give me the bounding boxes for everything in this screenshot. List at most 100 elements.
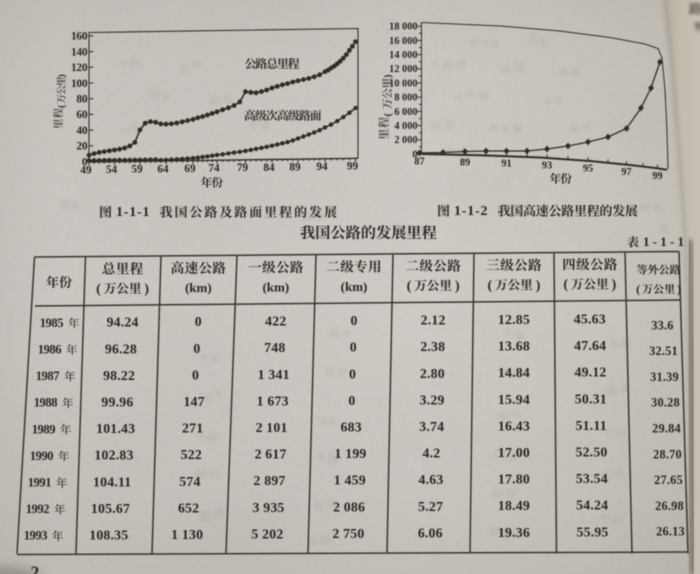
svg-text:0: 0 bbox=[195, 314, 202, 329]
svg-text:89: 89 bbox=[460, 157, 470, 168]
svg-text:26.13: 26.13 bbox=[656, 525, 685, 539]
svg-text:99: 99 bbox=[347, 161, 359, 173]
svg-text:271: 271 bbox=[182, 421, 203, 436]
svg-text:94.24: 94.24 bbox=[107, 315, 139, 330]
svg-text:4 000: 4 000 bbox=[394, 121, 417, 132]
svg-text:0: 0 bbox=[192, 367, 199, 382]
svg-text:(km): (km) bbox=[185, 280, 212, 295]
svg-text:10 000: 10 000 bbox=[389, 78, 417, 89]
svg-text:26.98: 26.98 bbox=[655, 499, 684, 513]
svg-text:): ) bbox=[57, 74, 68, 77]
svg-text:95: 95 bbox=[583, 163, 593, 174]
svg-text:54: 54 bbox=[106, 164, 118, 176]
svg-text:12 000: 12 000 bbox=[389, 64, 417, 75]
svg-text:74: 74 bbox=[208, 163, 220, 175]
svg-text:2.38: 2.38 bbox=[420, 339, 445, 354]
svg-text:47.64: 47.64 bbox=[574, 338, 606, 353]
svg-text:147: 147 bbox=[183, 394, 204, 409]
svg-text:1990: 1990 bbox=[30, 449, 54, 463]
svg-text:2.80: 2.80 bbox=[420, 366, 445, 381]
svg-text:5.27: 5.27 bbox=[418, 499, 443, 514]
svg-text:8 000: 8 000 bbox=[394, 93, 417, 104]
svg-text:60: 60 bbox=[76, 109, 87, 121]
svg-text:2 750: 2 750 bbox=[332, 526, 364, 541]
svg-text:53.54: 53.54 bbox=[576, 471, 608, 486]
svg-text:1 673: 1 673 bbox=[257, 393, 289, 408]
svg-text:5 202: 5 202 bbox=[251, 526, 283, 541]
svg-text:(: ( bbox=[563, 278, 568, 293]
svg-text:): ) bbox=[383, 74, 394, 78]
svg-text:12.85: 12.85 bbox=[498, 312, 530, 327]
svg-text:2 897: 2 897 bbox=[253, 473, 285, 488]
svg-text:): ) bbox=[455, 279, 460, 294]
svg-text:1993: 1993 bbox=[24, 529, 48, 543]
svg-text:17.00: 17.00 bbox=[498, 445, 530, 460]
svg-text:20: 20 bbox=[76, 141, 87, 153]
svg-text:52.50: 52.50 bbox=[575, 445, 607, 460]
svg-text:31.39: 31.39 bbox=[650, 370, 679, 384]
svg-text:652: 652 bbox=[178, 500, 199, 515]
svg-text:1 459: 1 459 bbox=[334, 473, 366, 488]
svg-text:87: 87 bbox=[414, 157, 424, 168]
svg-text:14.84: 14.84 bbox=[498, 365, 530, 380]
svg-text:683: 683 bbox=[341, 420, 362, 435]
svg-text:93: 93 bbox=[542, 161, 552, 172]
svg-text:4.63: 4.63 bbox=[419, 472, 444, 487]
svg-text:): ) bbox=[612, 278, 617, 293]
svg-text:(: ( bbox=[487, 278, 492, 293]
svg-text:50.31: 50.31 bbox=[575, 391, 607, 406]
svg-text:2 086: 2 086 bbox=[333, 499, 365, 514]
svg-text:14 000: 14 000 bbox=[389, 50, 417, 61]
svg-text:(: ( bbox=[96, 282, 101, 297]
svg-text:2 101: 2 101 bbox=[256, 420, 288, 435]
svg-text:27.65: 27.65 bbox=[654, 473, 683, 487]
svg-text:1 130: 1 130 bbox=[171, 527, 203, 542]
svg-text:18 000: 18 000 bbox=[389, 22, 417, 33]
svg-text:94: 94 bbox=[316, 161, 328, 173]
svg-text:1-1-1: 1-1-1 bbox=[643, 234, 687, 249]
svg-text:(km): (km) bbox=[262, 280, 289, 295]
svg-text:16.43: 16.43 bbox=[498, 418, 530, 433]
svg-text:49.12: 49.12 bbox=[574, 365, 606, 380]
svg-text:99: 99 bbox=[652, 171, 662, 182]
svg-text:0: 0 bbox=[350, 340, 357, 355]
svg-text:17.80: 17.80 bbox=[498, 472, 530, 487]
svg-text:84: 84 bbox=[263, 162, 275, 174]
svg-text:2.12: 2.12 bbox=[421, 313, 446, 328]
svg-text:59: 59 bbox=[131, 164, 143, 176]
svg-text:(: ( bbox=[636, 282, 640, 296]
svg-text:2 617: 2 617 bbox=[255, 447, 287, 462]
svg-text:18.49: 18.49 bbox=[498, 498, 530, 513]
svg-text:0: 0 bbox=[348, 393, 355, 408]
svg-text:574: 574 bbox=[179, 474, 200, 489]
svg-text:13.68: 13.68 bbox=[498, 339, 530, 354]
svg-text:4.2: 4.2 bbox=[422, 446, 440, 461]
svg-text:): ) bbox=[677, 282, 681, 296]
svg-text:19.36: 19.36 bbox=[498, 525, 530, 540]
svg-text:1-1-2: 1-1-2 bbox=[454, 204, 488, 219]
svg-text:99.96: 99.96 bbox=[101, 395, 133, 410]
svg-text:49: 49 bbox=[80, 164, 92, 176]
svg-text:1988: 1988 bbox=[34, 396, 58, 410]
svg-text:6.06: 6.06 bbox=[418, 525, 443, 540]
svg-text:1 199: 1 199 bbox=[334, 446, 366, 461]
svg-text:(: ( bbox=[383, 113, 394, 117]
svg-text:89: 89 bbox=[289, 162, 301, 174]
svg-text:6 000: 6 000 bbox=[394, 107, 417, 118]
svg-text:120: 120 bbox=[71, 62, 88, 74]
svg-text:32.51: 32.51 bbox=[649, 344, 678, 358]
svg-text:1992: 1992 bbox=[26, 502, 50, 516]
svg-text:1-1-1: 1-1-1 bbox=[116, 205, 150, 220]
svg-text:51.11: 51.11 bbox=[576, 418, 607, 433]
svg-text:45.63: 45.63 bbox=[574, 312, 606, 327]
svg-text:0: 0 bbox=[412, 149, 417, 160]
svg-text:(km): (km) bbox=[341, 279, 368, 294]
svg-text:1986: 1986 bbox=[38, 343, 62, 357]
svg-text:1991: 1991 bbox=[28, 476, 52, 490]
svg-text:55.95: 55.95 bbox=[576, 524, 608, 539]
svg-text:0: 0 bbox=[193, 341, 200, 356]
svg-text:140: 140 bbox=[71, 46, 88, 58]
svg-text:3.29: 3.29 bbox=[420, 392, 445, 407]
svg-text:98.22: 98.22 bbox=[103, 368, 135, 383]
svg-text:104.11: 104.11 bbox=[93, 474, 131, 489]
